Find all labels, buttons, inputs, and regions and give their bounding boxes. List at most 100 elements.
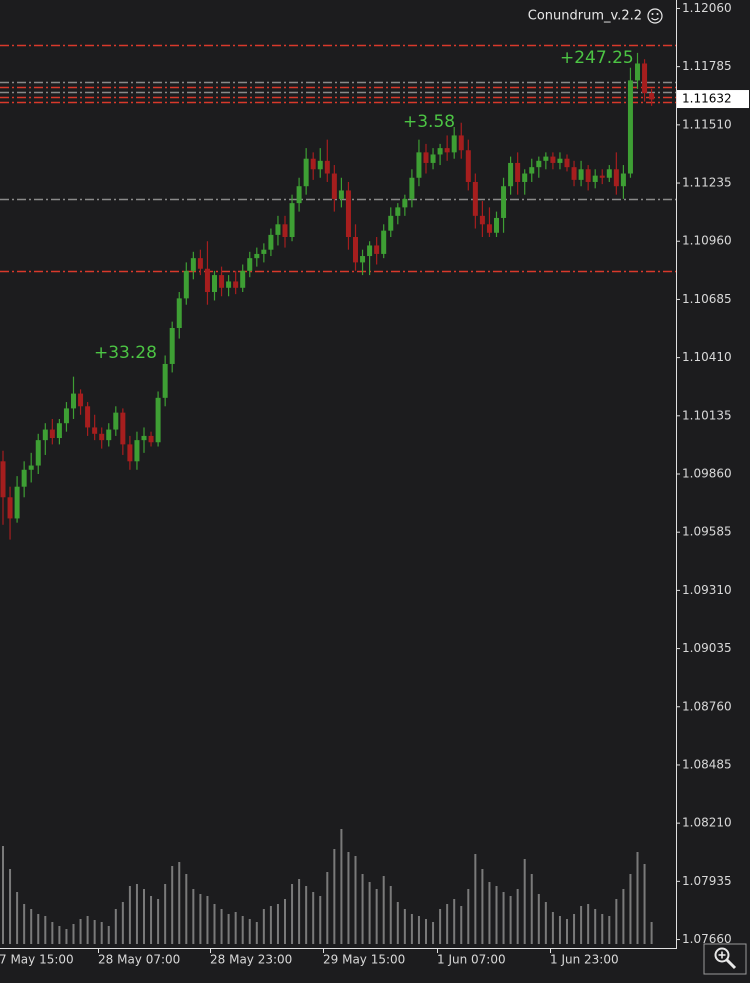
- volume-bar: [650, 922, 653, 944]
- volume-bar: [107, 926, 110, 944]
- candle-body: [282, 224, 288, 237]
- candle-body: [423, 152, 429, 163]
- volume-bar: [516, 889, 519, 944]
- candle-body: [444, 148, 450, 153]
- candle-body: [599, 175, 605, 178]
- volume-bar: [636, 852, 639, 944]
- indicator-title: Conundrum_v.2.2: [528, 9, 642, 24]
- candle-body: [78, 393, 84, 407]
- volume-bar: [298, 879, 301, 944]
- current-price-label: 1.11632: [682, 92, 732, 106]
- volume-bar: [206, 896, 209, 944]
- candle-body: [275, 224, 281, 235]
- candle-body: [212, 275, 217, 293]
- x-tick-label: 28 May 23:00: [210, 953, 292, 967]
- candle-body: [522, 173, 528, 182]
- volume-bar: [375, 889, 378, 944]
- volume-bar: [573, 914, 576, 944]
- profit-label: +33.28: [94, 343, 157, 363]
- candle-body: [437, 148, 443, 155]
- candle-body: [451, 135, 457, 153]
- volume-bar: [622, 889, 625, 944]
- x-tick-label: 1 Jun 23:00: [550, 953, 619, 967]
- volume-bar: [432, 922, 435, 944]
- volume-bar: [425, 919, 427, 944]
- volume-bar: [608, 916, 611, 944]
- candle-body: [338, 190, 344, 199]
- volume-bar: [558, 916, 561, 944]
- candle-body: [613, 169, 619, 187]
- y-tick-label: 1.09035: [682, 641, 732, 655]
- candle-body: [190, 258, 196, 271]
- candle-body: [550, 156, 556, 163]
- volume-bar: [587, 904, 590, 944]
- candle-body: [345, 190, 351, 237]
- candle-body: [324, 160, 330, 174]
- candle-body: [303, 158, 309, 187]
- candle-body: [247, 258, 253, 271]
- volume-bar: [178, 862, 181, 944]
- volume-bar: [241, 916, 244, 944]
- volume-bar: [291, 884, 294, 944]
- y-tick-label: 1.10135: [682, 408, 732, 422]
- volume-bar: [269, 906, 272, 944]
- candle-body: [649, 93, 655, 100]
- candle-body: [197, 258, 203, 269]
- candle-body: [465, 150, 471, 182]
- candle-body: [268, 234, 274, 250]
- candle-body: [289, 203, 295, 237]
- candle-body: [0, 461, 6, 498]
- volume-bar: [192, 889, 195, 944]
- candle-body: [592, 175, 598, 182]
- volume-bar: [9, 869, 12, 944]
- volume-bar: [276, 904, 279, 944]
- candle-body: [296, 186, 302, 204]
- volume-bar: [93, 920, 96, 944]
- x-tick-label: 7 May 15:00: [0, 953, 74, 967]
- volume-bar: [544, 902, 547, 944]
- x-tick-label: 29 May 15:00: [323, 953, 405, 967]
- profit-label: +3.58: [403, 112, 455, 132]
- zoom-button[interactable]: [703, 943, 747, 975]
- candle-body: [155, 397, 161, 443]
- volume-bar: [643, 864, 646, 944]
- candle-body: [486, 224, 492, 233]
- candle-body: [606, 169, 612, 178]
- volume-bar: [389, 886, 392, 944]
- volume-bar: [495, 886, 498, 944]
- candle-body: [42, 429, 48, 441]
- volume-bar: [340, 829, 343, 944]
- candle-body: [360, 256, 366, 263]
- y-tick-label: 1.08760: [682, 699, 732, 713]
- y-tick-label: 1.09860: [682, 467, 732, 481]
- y-tick-label: 1.07660: [682, 932, 732, 946]
- volume-bar: [234, 912, 237, 944]
- volume-bar: [121, 902, 124, 944]
- volume-bars: [2, 829, 653, 944]
- candle-body: [71, 393, 76, 409]
- candle-body: [430, 154, 436, 163]
- y-tick-label: 1.10410: [682, 350, 732, 364]
- volume-bar: [305, 886, 308, 944]
- volume-bar: [354, 856, 357, 944]
- candle-body: [134, 440, 140, 462]
- volume-bar: [403, 909, 406, 944]
- volume-bar: [453, 899, 456, 944]
- candle-body: [458, 135, 464, 151]
- volume-bar: [488, 882, 491, 944]
- candle-body: [367, 245, 373, 257]
- volume-bar: [509, 896, 512, 944]
- candle-body: [254, 253, 260, 259]
- volume-bar: [185, 874, 188, 944]
- candle-body: [35, 440, 41, 466]
- candle-body: [226, 281, 232, 288]
- candle-body: [515, 162, 521, 182]
- candle-body: [353, 237, 358, 263]
- candle-body: [28, 465, 34, 470]
- candle-body: [85, 406, 91, 428]
- smiley-icon: [647, 8, 663, 24]
- candle-body: [508, 162, 514, 187]
- candle-body: [261, 249, 267, 254]
- volume-bar: [629, 874, 632, 944]
